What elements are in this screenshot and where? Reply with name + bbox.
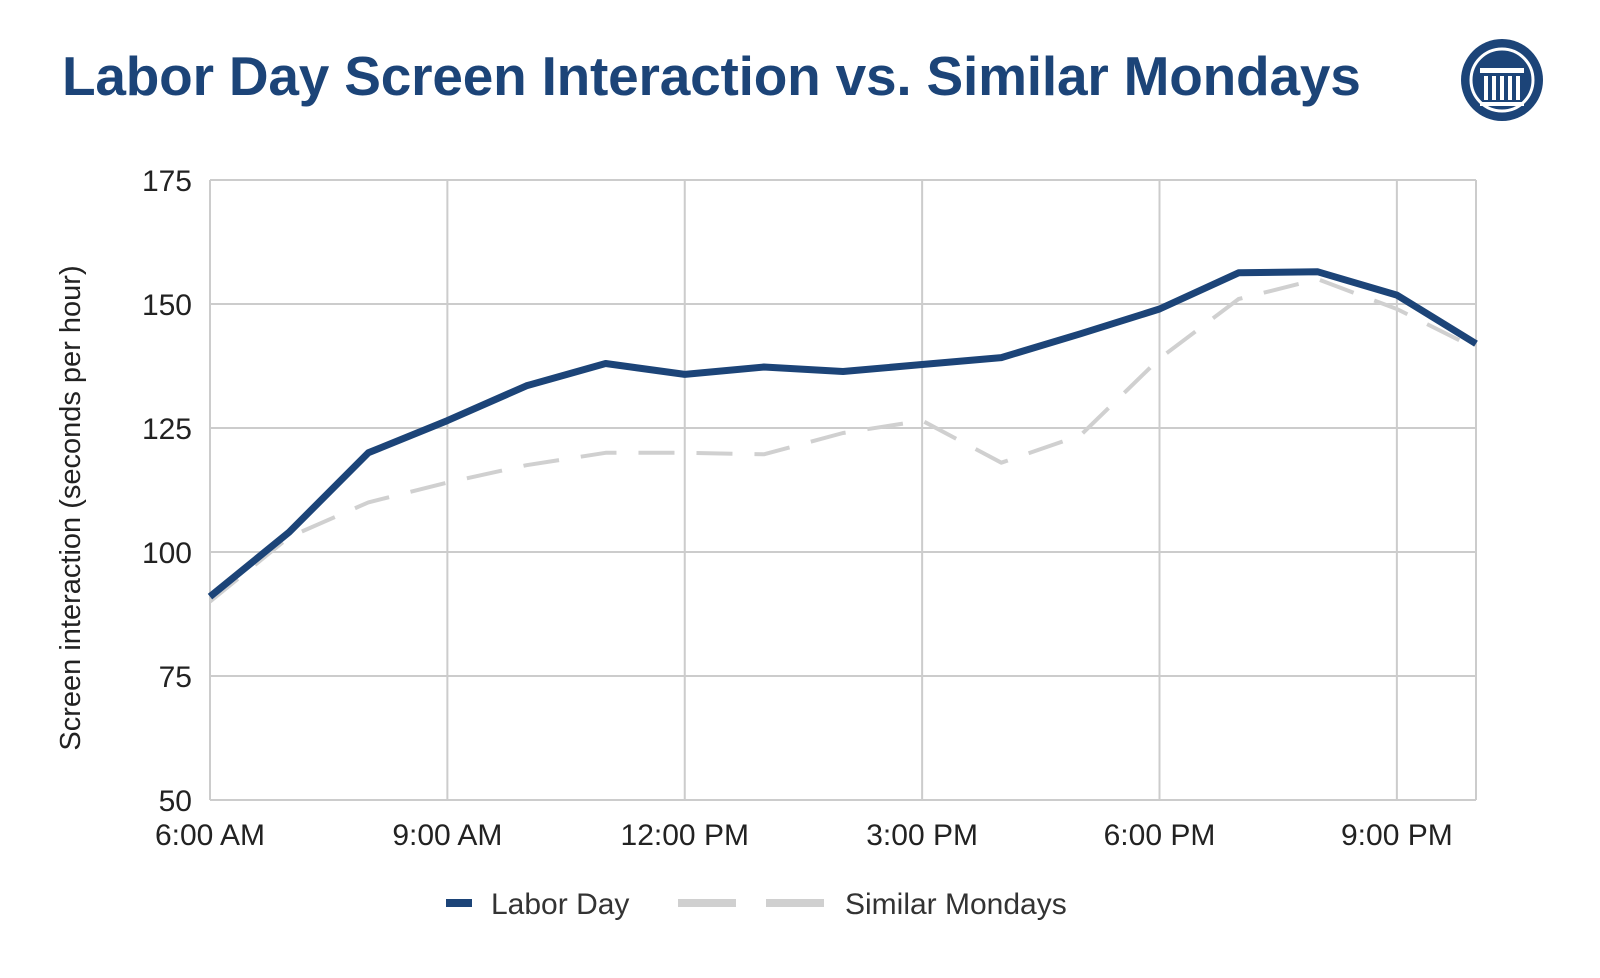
x-tick-labels: 6:00 AM 9:00 AM 12:00 PM 3:00 PM 6:00 PM 9:00… [155,819,1453,852]
x-tick-label: 12:00 PM [621,819,749,852]
y-tick-label: 75 [159,661,192,694]
y-tick-labels: 50 75 100 125 150 175 [142,165,192,818]
x-tick-label: 6:00 AM [155,819,265,852]
y-tick-label: 125 [142,413,192,446]
chart-title: Labor Day Screen Interaction vs. Similar… [62,45,1361,107]
y-axis-label: Screen interaction (seconds per hour) [55,265,87,750]
series-lines [207,268,1478,604]
legend: Labor Day Similar Mondays [446,888,1067,921]
y-tick-label: 50 [159,785,192,818]
x-tick-label: 3:00 PM [866,819,978,852]
legend-label-labor-day: Labor Day [491,888,629,921]
labor-day-line [207,268,1478,600]
legend-label-similar-mondays: Similar Mondays [845,888,1067,921]
y-tick-label: 100 [142,537,192,570]
x-tick-label: 9:00 AM [392,819,502,852]
y-tick-label: 150 [142,289,192,322]
columns-seal-icon [1461,39,1543,121]
x-tick-label: 6:00 PM [1104,819,1216,852]
y-tick-label: 175 [142,165,192,198]
x-tick-label: 9:00 PM [1341,819,1453,852]
similar-mondays-line [208,277,1477,604]
